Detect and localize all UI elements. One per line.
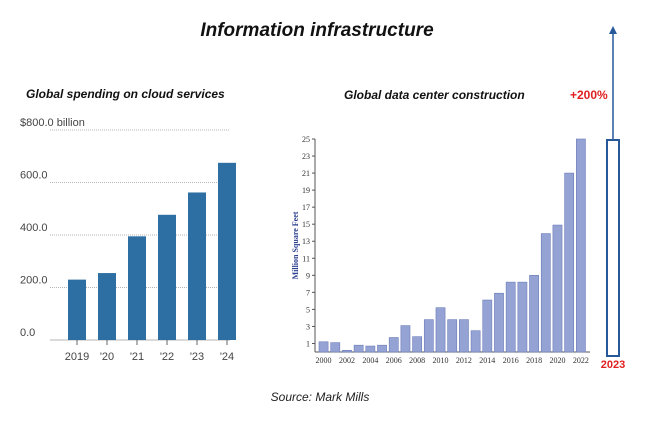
y-tick-label: 5 bbox=[306, 305, 310, 314]
x-tick-label: 2008 bbox=[409, 356, 425, 365]
y-tick-label: 19 bbox=[302, 186, 310, 195]
x-tick-label: 2002 bbox=[339, 356, 355, 365]
bar bbox=[412, 336, 422, 353]
x-tick-label: 2022 bbox=[573, 356, 589, 365]
x-tick-label: 2019 bbox=[65, 351, 89, 363]
bar bbox=[552, 224, 563, 353]
y-tick-label: 11 bbox=[302, 254, 310, 263]
growth-annotation: +200% bbox=[570, 88, 608, 102]
x-tick-label: '24 bbox=[220, 351, 234, 363]
bar bbox=[218, 162, 236, 340]
y-tick-label: 7 bbox=[306, 288, 310, 297]
bar bbox=[68, 279, 86, 340]
y-tick-label: 400.0 bbox=[20, 222, 48, 234]
bar bbox=[342, 349, 352, 353]
x-tick-label: '22 bbox=[160, 351, 174, 363]
bar bbox=[158, 214, 176, 340]
bar bbox=[388, 337, 399, 353]
y-tick-label: 25 bbox=[302, 135, 310, 144]
x-tick-label: 2020 bbox=[549, 356, 565, 365]
page-title: Information infrastructure bbox=[200, 20, 434, 41]
bar bbox=[365, 345, 376, 353]
x-tick-label: 2006 bbox=[386, 356, 402, 365]
x-tick-label: '21 bbox=[130, 351, 144, 363]
projection-year-label: 2023 bbox=[601, 359, 625, 371]
y-axis-label: Million Square Feet bbox=[291, 211, 300, 279]
bar bbox=[482, 299, 493, 353]
projection-bar bbox=[606, 139, 620, 357]
bar bbox=[435, 307, 446, 353]
x-tick-label: 2000 bbox=[316, 356, 332, 365]
bar bbox=[98, 273, 116, 340]
bar bbox=[470, 330, 481, 353]
x-tick-label: 2016 bbox=[503, 356, 519, 365]
bar bbox=[517, 281, 528, 353]
left-chart-title: Global spending on cloud services bbox=[26, 87, 225, 101]
x-tick-label: 2014 bbox=[479, 356, 495, 365]
bar bbox=[494, 292, 504, 353]
growth-arrow: 2023 bbox=[601, 26, 625, 371]
y-tick-label: 600.0 bbox=[20, 170, 48, 182]
y-tick-label: $800.0 billion bbox=[20, 117, 85, 129]
y-tick-label: 9 bbox=[306, 271, 310, 280]
arrow-head bbox=[609, 26, 617, 34]
y-tick-label: 0.0 bbox=[20, 327, 35, 339]
bar bbox=[318, 341, 329, 353]
x-tick-label: 2004 bbox=[362, 356, 378, 365]
cloud-spending-chart: $800.0 billion 600.0 400.0 200.0 0.0 2019 '20 '… bbox=[20, 117, 236, 363]
y-tick-label: 23 bbox=[302, 152, 310, 161]
bar bbox=[423, 319, 434, 353]
bar bbox=[576, 138, 586, 353]
bar bbox=[529, 275, 539, 353]
right-chart-title: Global data center construction bbox=[344, 88, 525, 102]
bar bbox=[353, 344, 364, 353]
x-tick-label: '23 bbox=[190, 351, 204, 363]
bar bbox=[330, 342, 341, 353]
y-tick-label: 15 bbox=[302, 220, 310, 229]
y-tick-label: 200.0 bbox=[20, 275, 48, 287]
bar bbox=[128, 236, 146, 340]
bar bbox=[564, 172, 575, 353]
x-tick-label: 2010 bbox=[433, 356, 449, 365]
x-tick-label: 2018 bbox=[526, 356, 542, 365]
bar bbox=[505, 281, 516, 353]
y-tick-label: 1 bbox=[306, 339, 310, 348]
y-tick-label: 17 bbox=[302, 203, 310, 212]
x-tick-label: '20 bbox=[100, 351, 114, 363]
source-note: Source: Mark Mills bbox=[270, 390, 370, 404]
y-tick-label: 13 bbox=[302, 237, 310, 246]
bar bbox=[540, 233, 551, 353]
y-tick-label: 21 bbox=[302, 169, 310, 178]
bar bbox=[459, 319, 469, 353]
y-tick-label: 3 bbox=[306, 322, 310, 331]
x-tick-label: 2012 bbox=[456, 356, 472, 365]
bar bbox=[377, 344, 387, 353]
bar bbox=[188, 192, 206, 340]
bar bbox=[447, 319, 458, 353]
bar bbox=[400, 325, 411, 353]
